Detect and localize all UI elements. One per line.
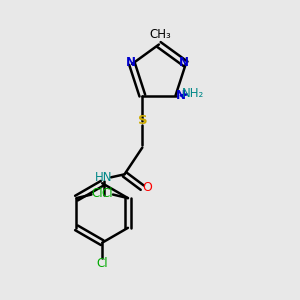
Text: N: N: [126, 56, 136, 69]
Text: Cl: Cl: [92, 187, 103, 200]
Text: S: S: [137, 114, 147, 127]
Text: Cl: Cl: [96, 257, 108, 270]
Text: N: N: [179, 56, 189, 69]
Text: NH₂: NH₂: [182, 87, 205, 100]
Text: HN: HN: [95, 171, 112, 184]
Text: N: N: [176, 89, 186, 102]
Text: Cl: Cl: [101, 187, 112, 200]
Text: CH₃: CH₃: [149, 28, 171, 40]
Text: O: O: [143, 181, 153, 194]
